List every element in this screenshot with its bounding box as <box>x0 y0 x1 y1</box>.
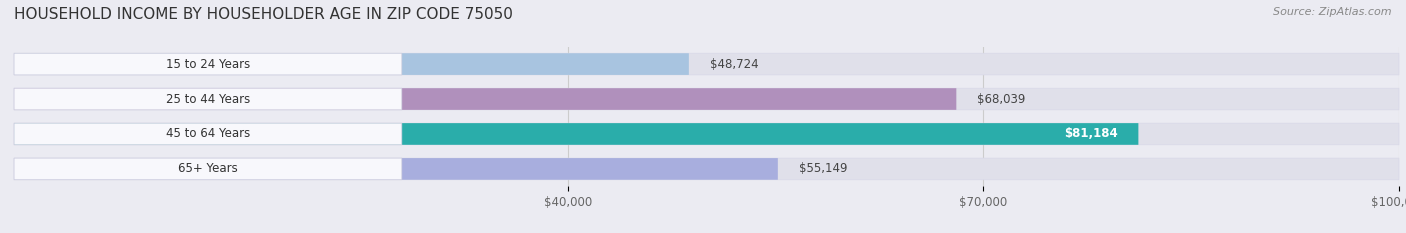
Text: 25 to 44 Years: 25 to 44 Years <box>166 93 250 106</box>
FancyBboxPatch shape <box>14 158 778 180</box>
Text: Source: ZipAtlas.com: Source: ZipAtlas.com <box>1274 7 1392 17</box>
FancyBboxPatch shape <box>14 53 689 75</box>
FancyBboxPatch shape <box>14 88 402 110</box>
FancyBboxPatch shape <box>14 88 1399 110</box>
Text: $81,184: $81,184 <box>1064 127 1118 140</box>
FancyBboxPatch shape <box>14 123 402 145</box>
FancyBboxPatch shape <box>14 158 402 180</box>
Text: HOUSEHOLD INCOME BY HOUSEHOLDER AGE IN ZIP CODE 75050: HOUSEHOLD INCOME BY HOUSEHOLDER AGE IN Z… <box>14 7 513 22</box>
FancyBboxPatch shape <box>14 158 1399 180</box>
FancyBboxPatch shape <box>14 88 956 110</box>
Text: $48,724: $48,724 <box>710 58 758 71</box>
FancyBboxPatch shape <box>14 123 1139 145</box>
FancyBboxPatch shape <box>14 53 402 75</box>
Text: 65+ Years: 65+ Years <box>179 162 238 175</box>
FancyBboxPatch shape <box>14 53 1399 75</box>
Text: 45 to 64 Years: 45 to 64 Years <box>166 127 250 140</box>
Text: $55,149: $55,149 <box>799 162 846 175</box>
FancyBboxPatch shape <box>14 123 1399 145</box>
Text: 15 to 24 Years: 15 to 24 Years <box>166 58 250 71</box>
Text: $68,039: $68,039 <box>977 93 1025 106</box>
